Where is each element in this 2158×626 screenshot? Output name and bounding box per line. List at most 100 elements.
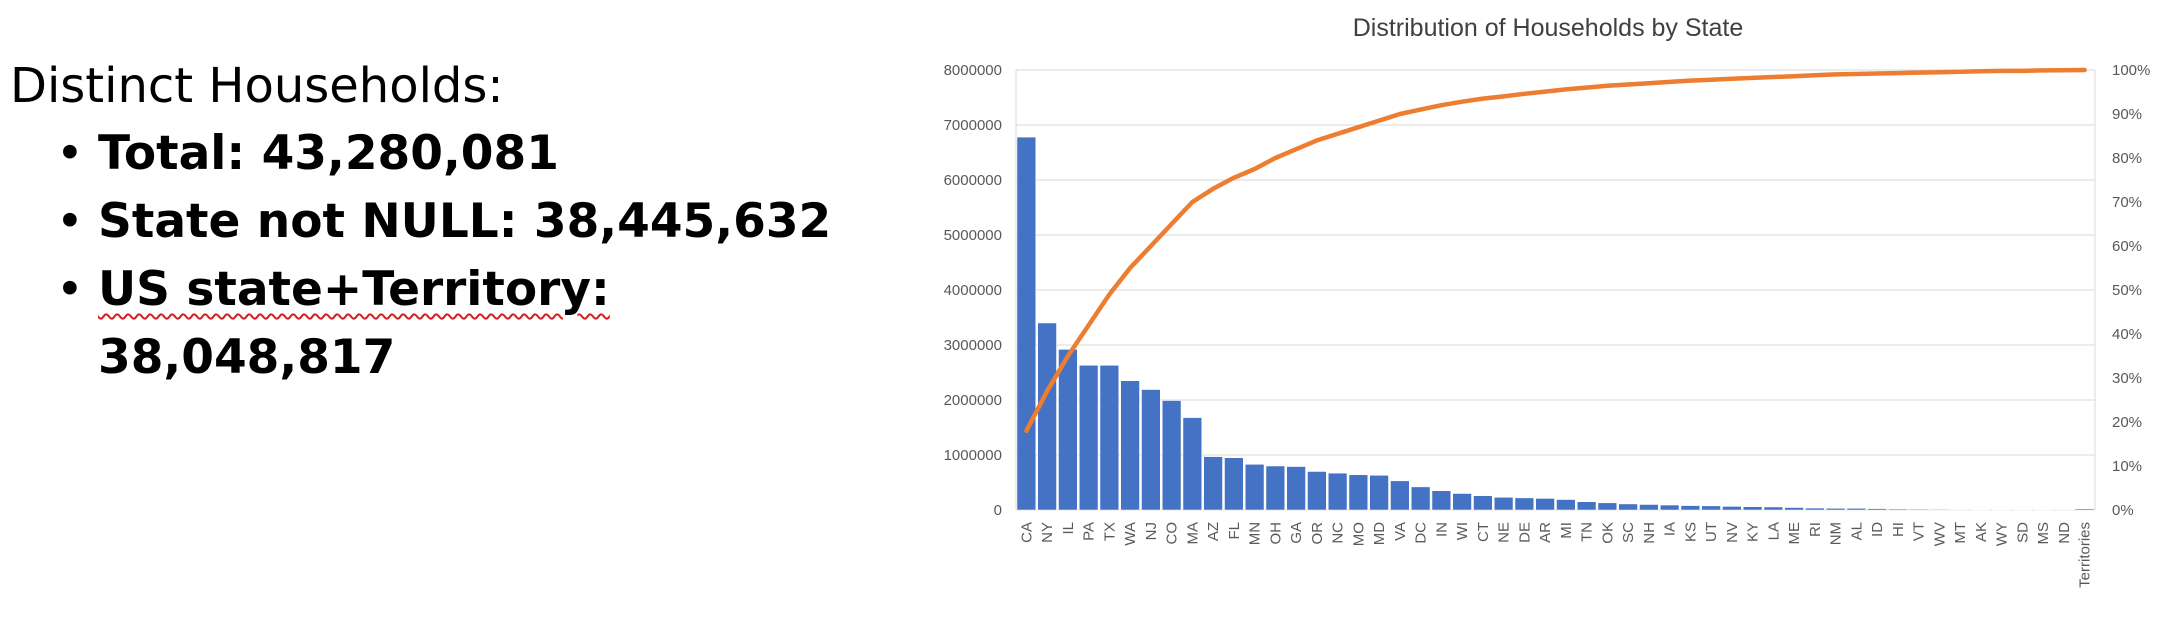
x-tick-label: MD <box>1371 522 1388 545</box>
bar <box>1265 465 1285 511</box>
x-tick-label: VT <box>1911 522 1928 541</box>
summary-list: Total: 43,280,081 State not NULL: 38,445… <box>10 120 890 392</box>
x-tick-label: KS <box>1682 522 1699 542</box>
x-tick-label: MO <box>1350 522 1367 546</box>
x-tick-label: HI <box>1890 522 1907 537</box>
bar <box>1701 505 1721 511</box>
x-tick-label: SC <box>1620 522 1637 543</box>
summary-value: 38,048,817 <box>98 330 396 385</box>
summary-item-state-not-null: State not NULL: 38,445,632 <box>56 188 890 256</box>
x-tick-label: AK <box>1973 522 1990 542</box>
bar <box>1058 349 1078 511</box>
x-tick-label: NV <box>1724 522 1741 543</box>
x-tick-label: IL <box>1060 522 1077 535</box>
bar <box>1182 417 1202 511</box>
x-axis: CA NY IL PA TX WA NJ CO MA AZ FL MN OH GA OR NC MO MD VA DC… <box>1018 522 2093 588</box>
chart-title: Distribution of Households by State <box>1353 14 1744 42</box>
summary-heading: Distinct Households: <box>10 58 504 114</box>
x-tick-label: WV <box>1931 522 1948 546</box>
x-tick-label: ID <box>1869 522 1886 537</box>
x-tick-label: MT <box>1952 522 1969 544</box>
bar <box>1805 507 1825 511</box>
x-tick-label: PA <box>1081 522 1098 541</box>
bar <box>2075 508 2095 511</box>
y2-tick-label: 10% <box>2112 458 2142 475</box>
x-tick-label: NE <box>1496 522 1513 543</box>
x-tick-label: FL <box>1226 522 1243 540</box>
cumulative-line <box>1024 67 2087 434</box>
y-tick-label: 3000000 <box>944 337 1002 354</box>
x-tick-label: ME <box>1786 522 1803 545</box>
x-tick-label: NH <box>1641 522 1658 544</box>
summary-block: Distinct Households: Total: 43,280,081 S… <box>10 58 890 392</box>
bar <box>1120 380 1140 511</box>
x-tick-label: TX <box>1101 522 1118 541</box>
bar <box>1950 509 1970 511</box>
y2-tick-label: 60% <box>2112 238 2142 255</box>
x-tick-label: ND <box>2056 522 2073 544</box>
bar <box>1660 504 1680 511</box>
summary-label: US state+Territory: <box>98 262 610 317</box>
y2-tick-label: 30% <box>2112 370 2142 387</box>
y-tick-label: 2000000 <box>944 392 1002 409</box>
bar <box>1369 475 1389 511</box>
x-tick-label: MA <box>1184 522 1201 545</box>
bar <box>1224 457 1244 511</box>
summary-item-us-state-territory: US state+Territory: 38,048,817 <box>56 256 890 392</box>
x-tick-label: RI <box>1807 522 1824 537</box>
x-tick-label: NM <box>1828 522 1845 545</box>
bar <box>1763 506 1783 511</box>
bar <box>1867 508 1887 511</box>
bar <box>1577 501 1597 511</box>
y-axis-left: 0 1000000 2000000 3000000 4000000 5000000 6000… <box>944 62 1002 519</box>
bar <box>1079 365 1099 511</box>
x-tick-label: AR <box>1537 522 1554 543</box>
x-tick-label: NC <box>1330 522 1347 544</box>
x-tick-label: CT <box>1475 522 1492 542</box>
y2-tick-label: 50% <box>2112 282 2142 299</box>
y-axis-right: 0% 10% 20% 30% 40% 50% 60% 70% 80% 90% 100% <box>2112 62 2150 519</box>
bar <box>1494 497 1514 511</box>
bar <box>1203 456 1223 511</box>
x-tick-label: IA <box>1662 522 1679 536</box>
x-tick-label: GA <box>1288 522 1305 544</box>
y-tick-label: 4000000 <box>944 282 1002 299</box>
x-tick-label: OH <box>1267 522 1284 545</box>
x-tick-label: CA <box>1018 522 1035 543</box>
x-tick-label: NJ <box>1143 522 1160 540</box>
bar <box>1307 471 1327 511</box>
y2-tick-label: 80% <box>2112 150 2142 167</box>
bar <box>1162 400 1182 511</box>
bar-series <box>1016 136 2095 511</box>
bar <box>1743 506 1763 511</box>
x-tick-label: AL <box>1848 522 1865 540</box>
x-tick-label: WY <box>1994 522 2011 546</box>
y-tick-label: 0 <box>994 502 1002 519</box>
y-tick-label: 8000000 <box>944 62 1002 79</box>
x-tick-label: VA <box>1392 522 1409 541</box>
x-tick-label: TN <box>1579 522 1596 542</box>
x-tick-label: OK <box>1599 522 1616 544</box>
bar <box>1473 495 1493 511</box>
bar <box>1826 508 1846 511</box>
x-tick-label: CO <box>1164 522 1181 545</box>
x-tick-label: SD <box>2014 522 2031 543</box>
x-tick-label: Territories <box>2077 522 2094 588</box>
x-tick-label: LA <box>1765 522 1782 540</box>
bar <box>1514 497 1534 511</box>
bar <box>1411 486 1431 511</box>
bar <box>1639 504 1659 511</box>
y-tick-label: 1000000 <box>944 447 1002 464</box>
x-tick-label: AZ <box>1205 522 1222 541</box>
y2-tick-label: 90% <box>2112 106 2142 123</box>
y2-tick-label: 70% <box>2112 194 2142 211</box>
bar <box>1535 498 1555 511</box>
bar <box>1846 508 1866 511</box>
bar <box>1784 507 1804 511</box>
y-tick-label: 7000000 <box>944 117 1002 134</box>
y2-tick-label: 0% <box>2112 502 2134 519</box>
x-tick-label: UT <box>1703 522 1720 542</box>
bar <box>1390 480 1410 511</box>
x-tick-label: MI <box>1558 522 1575 539</box>
